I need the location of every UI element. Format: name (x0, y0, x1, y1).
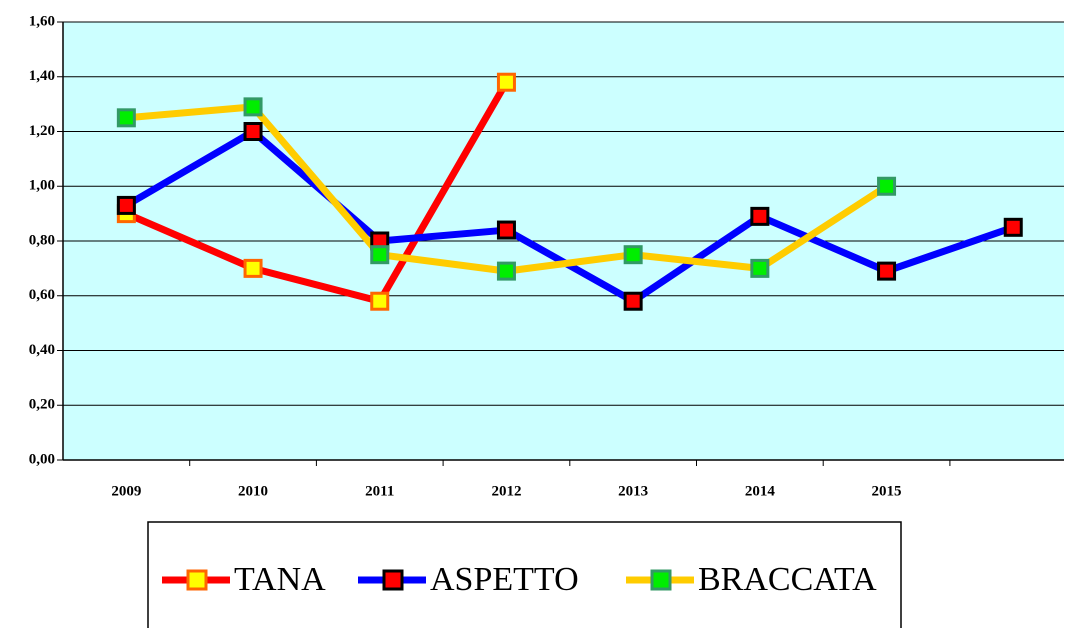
legend-box (147, 521, 902, 628)
marker (750, 206, 770, 226)
marker (1003, 217, 1023, 237)
y-tick-label: 1,40 (29, 68, 55, 84)
x-tick-label: 2014 (745, 483, 776, 499)
marker (243, 122, 263, 141)
marker (750, 258, 770, 278)
legend-marker (650, 569, 672, 591)
marker (370, 291, 390, 311)
legend-label: ASPETTO (430, 561, 579, 598)
marker (243, 258, 263, 278)
x-tick-label: 2009 (111, 483, 141, 499)
x-tick-label: 2010 (238, 483, 268, 499)
marker (243, 97, 263, 117)
x-tick-label: 2011 (365, 483, 394, 499)
y-tick-label: 1,60 (29, 13, 55, 29)
marker (116, 108, 136, 128)
marker (496, 261, 516, 281)
y-tick-label: 1,00 (29, 178, 55, 194)
y-tick-label: 0,40 (29, 342, 55, 358)
marker (877, 261, 897, 281)
marker (623, 291, 643, 311)
x-tick-label: 2013 (618, 483, 648, 499)
marker (116, 195, 136, 215)
legend-label: TANA (234, 561, 326, 598)
legend-marker (186, 569, 208, 591)
marker (370, 245, 390, 265)
marker (877, 176, 897, 196)
y-tick-label: 0,60 (29, 287, 55, 303)
series-line (124, 80, 510, 305)
y-tick-label: 0,80 (29, 232, 55, 248)
y-tick-label: 0,20 (29, 397, 55, 413)
x-tick-label: 2015 (872, 483, 902, 499)
marker (623, 245, 643, 265)
marker (496, 72, 516, 92)
legend-label: BRACCATA (698, 561, 877, 598)
marker (496, 220, 516, 240)
y-tick-label: 0,00 (29, 451, 55, 467)
x-tick-label: 2012 (491, 483, 521, 499)
y-tick-label: 1,20 (29, 123, 55, 139)
legend-marker (382, 569, 404, 591)
